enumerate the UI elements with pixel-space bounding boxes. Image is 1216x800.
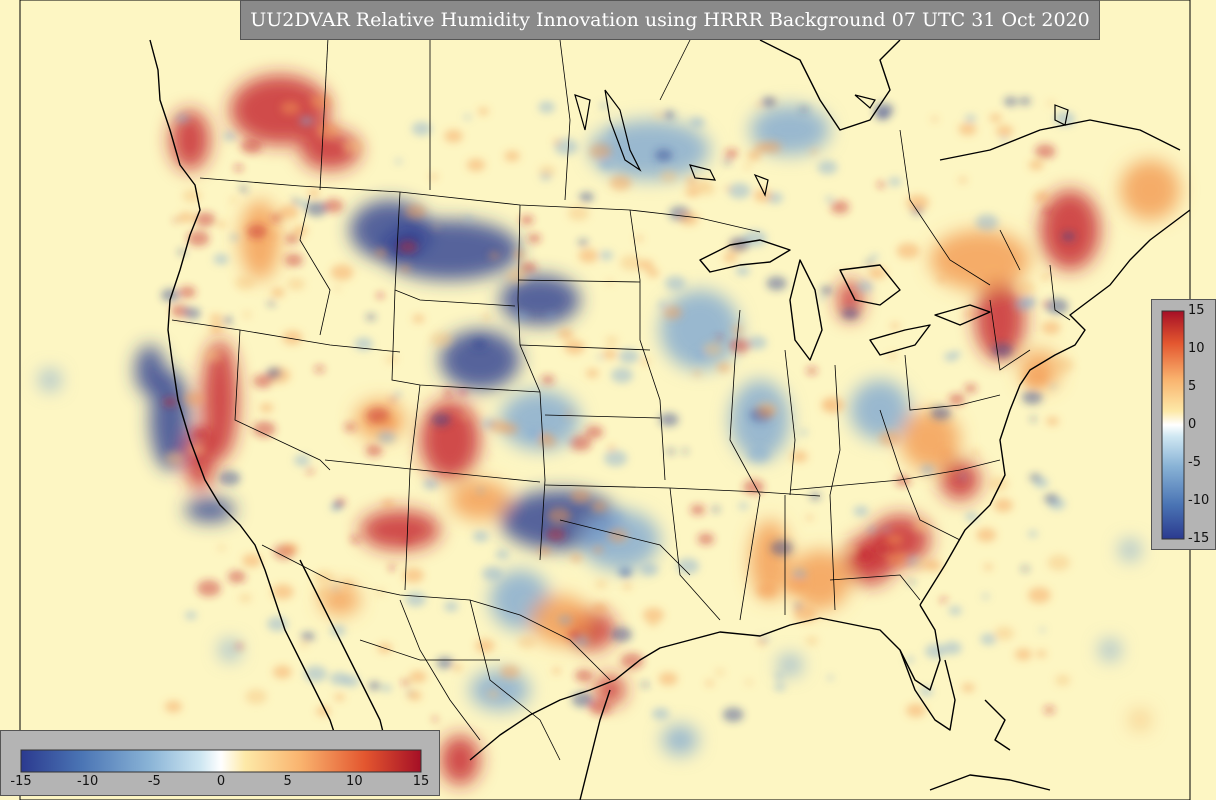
state-borders xyxy=(171,0,1071,761)
vertical-colorbar-tick: 15 xyxy=(1188,303,1205,318)
innovation-field-detail xyxy=(161,94,1076,722)
vertical-colorbar-tick: 0 xyxy=(1188,417,1197,432)
vertical-colorbar-tick: -15 xyxy=(1188,531,1210,546)
horizontal-colorbar-tick: -5 xyxy=(147,774,161,789)
vertical-colorbar-tick: 10 xyxy=(1188,341,1205,356)
vertical-colorbar-tick: -5 xyxy=(1188,455,1201,470)
vertical-colorbar: 15 10 5 0 -5 -10 -15 xyxy=(1151,299,1216,550)
horizontal-colorbar: -15 -10 -5 0 5 10 15 xyxy=(0,730,440,796)
horizontal-colorbar-tick: -10 xyxy=(77,774,99,789)
map-title: UU2DVAR Relative Humidity Innovation usi… xyxy=(240,0,1100,40)
vertical-colorbar-tick: -10 xyxy=(1188,493,1210,508)
horizontal-colorbar-tick: -15 xyxy=(10,774,32,789)
vertical-colorbar-tick: 5 xyxy=(1188,379,1197,394)
horizontal-colorbar-gradient xyxy=(20,749,422,773)
horizontal-colorbar-tick: 0 xyxy=(216,774,226,789)
horizontal-colorbar-tick: 15 xyxy=(412,774,430,789)
horizontal-colorbar-tick: 10 xyxy=(346,774,363,789)
horizontal-colorbar-tick: 5 xyxy=(283,774,292,789)
vertical-colorbar-gradient xyxy=(1161,310,1185,540)
lakes xyxy=(574,89,1069,197)
